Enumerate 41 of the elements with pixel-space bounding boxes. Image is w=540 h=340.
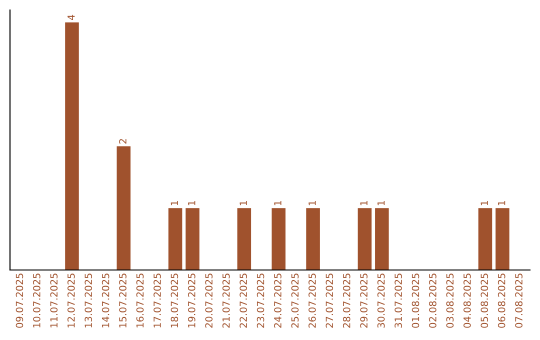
data-label: 1 [170, 200, 178, 206]
x-tick-label: 11.07.2025 [50, 274, 58, 328]
x-tick-label: 20.07.2025 [205, 274, 213, 328]
x-tick-label: 21.07.2025 [222, 274, 230, 328]
x-tick-label: 06.08.2025 [498, 274, 506, 328]
data-label: 1 [240, 200, 247, 206]
data-label: 1 [274, 200, 282, 206]
data-label: 4 [68, 14, 75, 20]
x-tick-label: 13.07.2025 [84, 274, 92, 328]
data-label: 1 [498, 200, 506, 206]
x-tick-label: 26.07.2025 [308, 274, 316, 328]
data-label: 1 [378, 200, 385, 206]
x-tick-label: 23.07.2025 [256, 274, 264, 328]
x-tick-label: 01.08.2025 [412, 274, 420, 328]
x-tick-label: 05.08.2025 [480, 274, 488, 328]
x-tick-label: 04.08.2025 [463, 274, 471, 328]
x-tick-label: 30.07.2025 [377, 274, 385, 328]
x-tick-label: 29.07.2025 [360, 274, 368, 328]
x-tick-label: 31.07.2025 [394, 274, 402, 328]
data-label: 1 [188, 200, 196, 206]
x-tick-label: 02.08.2025 [429, 274, 436, 328]
x-tick-label: 10.07.2025 [33, 274, 40, 328]
x-tick-label: 24.07.2025 [274, 274, 282, 328]
x-tick-label: 15.07.2025 [119, 274, 126, 328]
x-tick-label: 27.07.2025 [326, 274, 334, 328]
x-tick-label: 17.07.2025 [154, 274, 161, 328]
data-label: 1 [308, 200, 316, 206]
x-tick-label: 12.07.2025 [67, 274, 75, 328]
data-label: 1 [480, 200, 488, 206]
x-tick-label: 22.07.2025 [240, 274, 247, 328]
x-tick-label: 19.07.2025 [188, 274, 196, 328]
x-tick-label: 03.08.2025 [446, 274, 454, 328]
x-tick-label: 09.07.2025 [16, 274, 24, 328]
x-tick-label: 16.07.2025 [136, 274, 144, 328]
x-tick-label: 14.07.2025 [102, 274, 110, 328]
data-label: 2 [119, 139, 126, 144]
data-label: 1 [360, 200, 368, 206]
x-tick-label: 07.08.2025 [515, 274, 522, 328]
x-tick-label: 25.07.2025 [291, 274, 299, 328]
x-tick-label: 18.07.2025 [170, 274, 178, 328]
x-tick-label: 28.07.2025 [342, 274, 350, 328]
